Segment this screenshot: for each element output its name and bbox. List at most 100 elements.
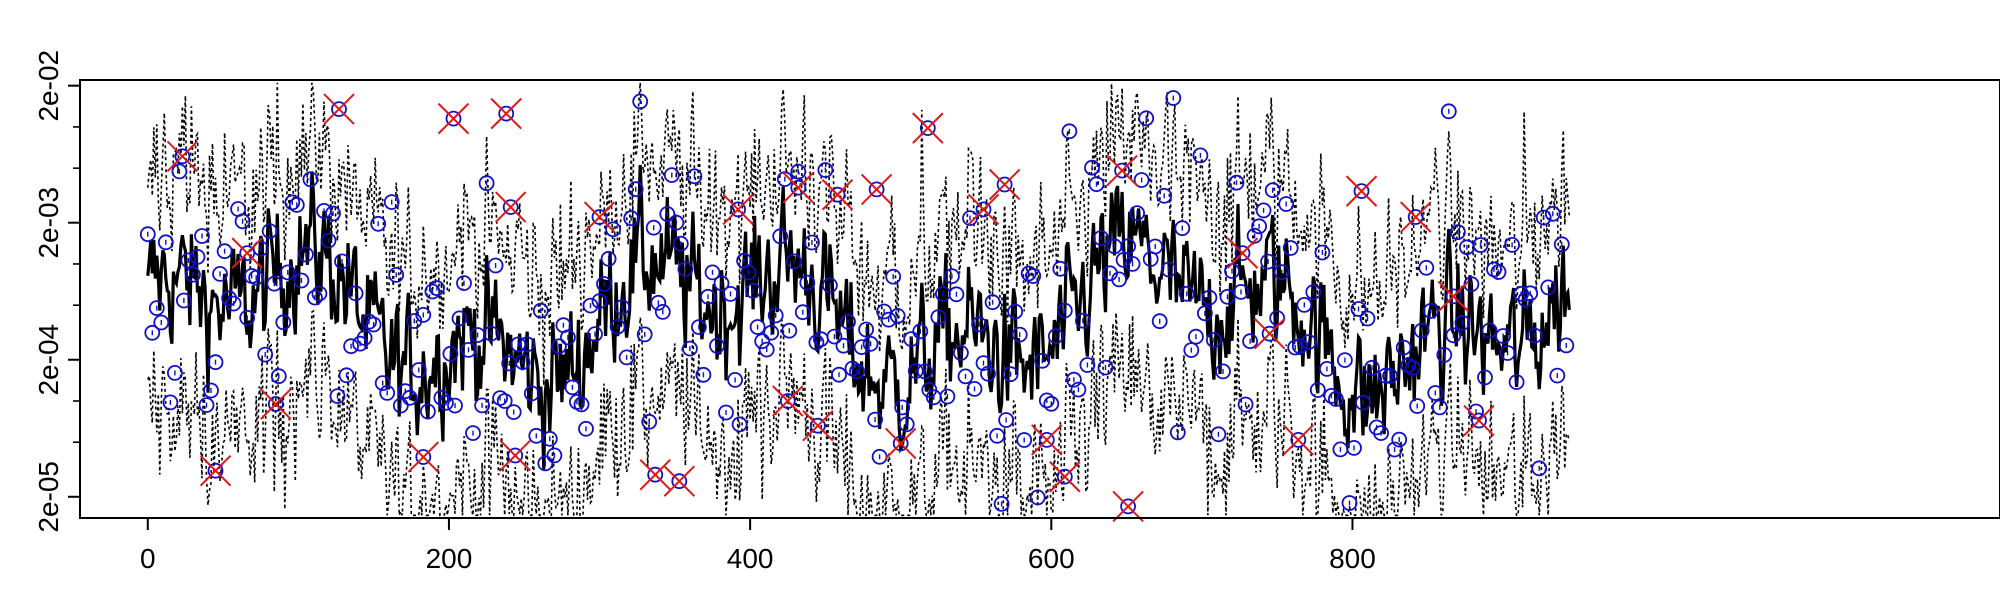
observed-point xyxy=(889,307,906,324)
observed-point xyxy=(849,363,865,380)
observed-point xyxy=(1522,285,1539,302)
observed-point xyxy=(474,397,491,414)
observed-point xyxy=(1499,345,1516,361)
observed-point xyxy=(1160,261,1177,278)
observed-point xyxy=(858,321,874,338)
observed-point xyxy=(700,288,716,305)
flagged-point xyxy=(494,191,527,223)
flagged-point xyxy=(1031,424,1063,456)
flagged-point xyxy=(1400,201,1432,233)
observed-point xyxy=(1215,363,1231,380)
observed-point xyxy=(704,264,721,281)
flagged-point xyxy=(323,93,355,125)
observed-point xyxy=(270,368,287,385)
observed-point xyxy=(749,319,766,335)
observed-point xyxy=(428,280,445,297)
observed-point xyxy=(505,404,522,421)
observed-point xyxy=(894,399,911,416)
observed-point xyxy=(460,341,477,358)
observed-point xyxy=(1328,391,1344,407)
observed-point xyxy=(1075,312,1091,329)
flagged-point xyxy=(199,454,232,487)
observed-point xyxy=(252,240,269,257)
observed-point xyxy=(266,275,283,292)
lower-bound-line xyxy=(147,309,1571,517)
observed-point xyxy=(1350,301,1367,317)
observed-point xyxy=(930,309,947,326)
observed-point xyxy=(1427,385,1444,401)
x-tick-label: 0 xyxy=(140,543,156,574)
observed-point xyxy=(532,302,549,319)
flagged-point xyxy=(967,193,1000,226)
observed-point xyxy=(835,337,852,354)
observed-point xyxy=(1305,284,1322,301)
flagged-point xyxy=(912,112,944,144)
upper-bound-line xyxy=(147,82,1571,386)
observed-point xyxy=(1233,283,1249,300)
observed-point xyxy=(596,276,612,292)
observed-point xyxy=(1047,328,1064,345)
observed-point xyxy=(1409,398,1426,414)
observed-point xyxy=(587,326,603,343)
observed-point xyxy=(804,234,820,251)
observed-point xyxy=(1477,369,1493,386)
observed-point xyxy=(677,261,694,278)
observed-point xyxy=(447,397,463,414)
observed-point xyxy=(1531,460,1548,477)
flagged-point xyxy=(860,173,893,206)
observed-point xyxy=(1282,240,1299,256)
observed-point xyxy=(239,309,256,326)
observed-point xyxy=(1278,196,1295,212)
observed-point xyxy=(980,365,996,382)
observed-point xyxy=(898,416,915,433)
observed-point xyxy=(1431,399,1448,416)
flagged-point xyxy=(1282,424,1314,456)
observed-point xyxy=(419,403,436,420)
observed-point xyxy=(1156,187,1173,204)
flagged-point xyxy=(166,140,199,173)
flagged-point xyxy=(1049,461,1081,493)
observed-point xyxy=(370,215,387,232)
observed-point xyxy=(451,310,468,327)
observed-point xyxy=(1174,220,1191,237)
observed-point xyxy=(822,277,838,294)
observed-point xyxy=(546,447,563,464)
observed-point xyxy=(1255,202,1272,219)
flagged-point xyxy=(231,237,263,269)
observed-point xyxy=(731,416,748,433)
observed-point xyxy=(840,313,856,330)
observed-point xyxy=(1206,332,1222,349)
observed-point xyxy=(456,275,472,292)
observed-point xyxy=(948,286,965,303)
observed-point xyxy=(1129,205,1145,222)
observed-point xyxy=(632,93,649,110)
plot-frame xyxy=(79,79,2000,519)
observed-point xyxy=(989,427,1005,444)
observed-point xyxy=(831,366,847,383)
observed-point xyxy=(1337,352,1353,369)
observed-point xyxy=(275,314,292,331)
flagged-point xyxy=(821,179,854,211)
observed-point xyxy=(772,228,789,245)
observed-point xyxy=(799,274,816,291)
observed-point xyxy=(1115,251,1132,268)
observed-point xyxy=(293,272,310,289)
observed-point xyxy=(288,196,305,213)
observed-point xyxy=(306,289,323,306)
observed-point xyxy=(776,171,793,188)
x-tick-label: 600 xyxy=(1028,543,1075,574)
observed-point xyxy=(279,264,296,281)
flagged-point xyxy=(722,193,754,226)
observed-point xyxy=(1165,90,1182,106)
observed-point xyxy=(1011,326,1028,343)
observed-point xyxy=(1526,327,1543,344)
observed-point xyxy=(1002,366,1019,383)
flagged-point xyxy=(1345,175,1378,207)
observed-point xyxy=(867,411,883,428)
flagged-point xyxy=(639,458,671,491)
observed-point xyxy=(297,246,314,263)
observed-point xyxy=(686,168,703,185)
x-tick-label: 800 xyxy=(1329,543,1376,574)
observed-point xyxy=(166,364,183,381)
observed-point xyxy=(1445,327,1462,344)
